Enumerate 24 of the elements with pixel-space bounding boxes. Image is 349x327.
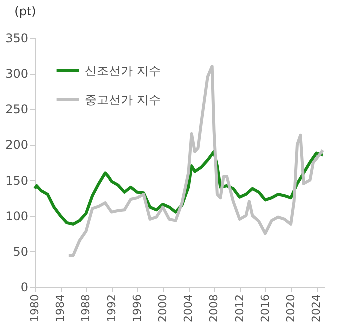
x-tick-label: 1980 xyxy=(28,294,42,322)
x-tick-label: 1988 xyxy=(80,294,93,322)
y-tick-label: 0 xyxy=(20,280,28,294)
x-tick-label: 1984 xyxy=(54,294,68,322)
x-tick-label: 2012 xyxy=(233,294,246,322)
x-tick-label: 2000 xyxy=(156,294,170,322)
x-tick-label: 1992 xyxy=(105,294,118,322)
y-tick-label: 100 xyxy=(6,209,28,224)
x-tick-label: 1996 xyxy=(130,294,144,322)
x-tick-label: 2016 xyxy=(258,294,272,322)
y-tick-label: 150 xyxy=(6,174,28,188)
legend-label: 신조선가 지수 xyxy=(85,64,161,78)
x-tick-label: 2008 xyxy=(208,294,221,322)
x-tick-label: 2004 xyxy=(182,294,196,322)
y-tick-label: 200 xyxy=(6,138,28,152)
y-axis-title: (pt) xyxy=(14,4,36,18)
x-tick-label: 2020 xyxy=(284,294,298,322)
y-tick-label: 350 xyxy=(6,32,28,46)
y-tick-label: 300 xyxy=(6,67,28,82)
legend-label: 중고선가 지수 xyxy=(85,93,161,107)
y-tick-label: 250 xyxy=(6,102,28,117)
line-series xyxy=(67,64,325,258)
x-tick-label: 2024 xyxy=(310,294,324,322)
y-tick-label: 50 xyxy=(13,244,28,259)
